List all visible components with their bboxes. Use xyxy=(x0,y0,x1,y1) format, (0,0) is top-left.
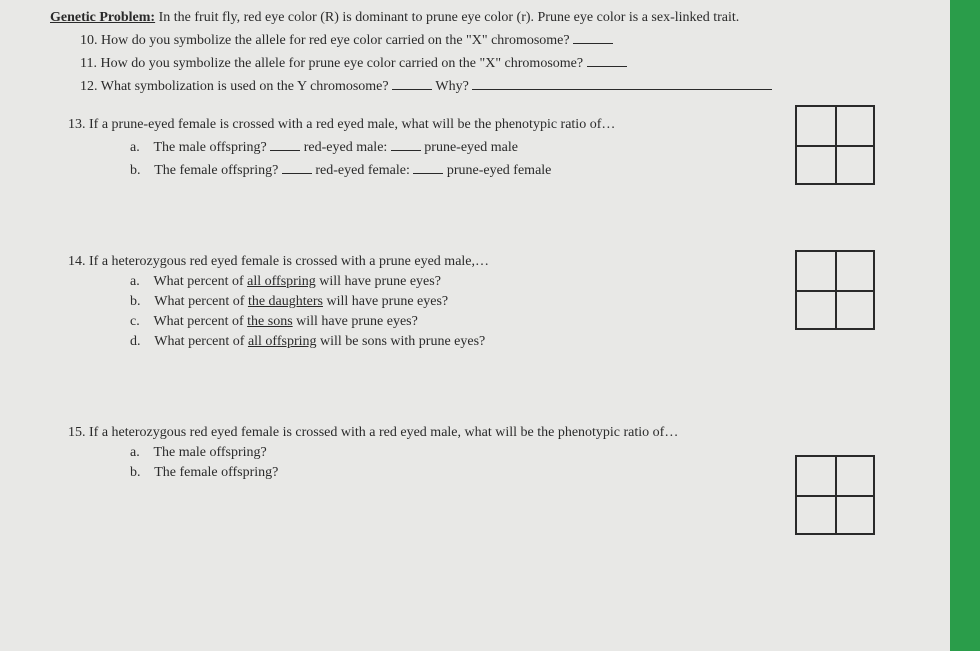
q13-b-label: The female offspring? xyxy=(154,163,278,178)
q14-c-post: will have prune eyes? xyxy=(293,314,418,329)
q15-b-text: The female offspring? xyxy=(154,465,278,480)
q10-blank xyxy=(573,30,613,44)
q13-a-letter: a. xyxy=(130,140,140,155)
q15-a-letter: a. xyxy=(130,445,140,460)
q14-d-letter: d. xyxy=(130,334,141,349)
q13-b: b. The female offspring? red-eyed female… xyxy=(130,160,910,179)
question-10: 10. How do you symbolize the allele for … xyxy=(80,30,910,49)
q13-b-blank2 xyxy=(413,160,443,174)
q14-b-post: will have prune eyes? xyxy=(323,294,448,309)
q13-a-label: The male offspring? xyxy=(153,140,266,155)
q14-num: 14. xyxy=(68,254,86,269)
q15-a: a. The male offspring? xyxy=(130,445,910,461)
q13-a-opt1: red-eyed male: xyxy=(304,140,388,155)
problem-header: Genetic Problem: In the fruit fly, red e… xyxy=(50,10,910,26)
q13-b-opt1: red-eyed female: xyxy=(315,163,409,178)
q14-text: If a heterozygous red eyed female is cro… xyxy=(89,254,489,269)
q12-blank-b xyxy=(472,76,772,90)
q15-b: b. The female offspring? xyxy=(130,465,910,481)
q14-c-underlined: the sons xyxy=(247,314,293,329)
q14-b-underlined: the daughters xyxy=(248,294,323,309)
q13-b-blank1 xyxy=(282,160,312,174)
q12-text-b: Why? xyxy=(435,79,468,94)
q14-line: 14. If a heterozygous red eyed female is… xyxy=(68,254,910,270)
q14-c: c. What percent of the sons will have pr… xyxy=(130,314,910,330)
q13-a-blank1 xyxy=(270,137,300,151)
q11-text: How do you symbolize the allele for prun… xyxy=(100,56,583,71)
q14-d-underlined: all offspring xyxy=(248,334,317,349)
q12-blank-a xyxy=(392,76,432,90)
q13-a-opt2: prune-eyed male xyxy=(424,140,518,155)
q15-num: 15. xyxy=(68,425,86,440)
q13-a-blank2 xyxy=(391,137,421,151)
q13-text: If a prune-eyed female is crossed with a… xyxy=(89,117,615,132)
q15-line: 15. If a heterozygous red eyed female is… xyxy=(68,425,910,441)
q13-b-opt2: prune-eyed female xyxy=(447,163,552,178)
q15-text: If a heterozygous red eyed female is cro… xyxy=(89,425,678,440)
q14-d-post: will be sons with prune eyes? xyxy=(317,334,486,349)
worksheet-page: Genetic Problem: In the fruit fly, red e… xyxy=(0,0,950,651)
folder-edge xyxy=(950,0,980,651)
q13-a: a. The male offspring? red-eyed male: pr… xyxy=(130,137,910,156)
question-12: 12. What symbolization is used on the Y … xyxy=(80,76,910,95)
q14-c-letter: c. xyxy=(130,314,140,329)
q14-b-pre: What percent of xyxy=(154,294,248,309)
q14-a-post: will have prune eyes? xyxy=(316,274,441,289)
q14-d-pre: What percent of xyxy=(154,334,248,349)
question-13: 13. If a prune-eyed female is crossed wi… xyxy=(50,117,910,179)
question-14: 14. If a heterozygous red eyed female is… xyxy=(50,254,910,350)
punnett-square-q13 xyxy=(795,105,875,185)
q14-b: b. What percent of the daughters will ha… xyxy=(130,294,910,310)
question-11: 11. How do you symbolize the allele for … xyxy=(80,53,910,72)
q12-num: 12. xyxy=(80,79,98,94)
header-text: In the fruit fly, red eye color (R) is d… xyxy=(159,10,740,25)
q10-text: How do you symbolize the allele for red … xyxy=(101,33,570,48)
q11-blank xyxy=(587,53,627,67)
q14-a-pre: What percent of xyxy=(153,274,247,289)
q13-num: 13. xyxy=(68,117,86,132)
q14-c-pre: What percent of xyxy=(153,314,247,329)
q14-d: d. What percent of all offspring will be… xyxy=(130,334,910,350)
q10-num: 10. xyxy=(80,33,98,48)
header-label: Genetic Problem: xyxy=(50,10,155,25)
q15-a-text: The male offspring? xyxy=(153,445,266,460)
q15-b-letter: b. xyxy=(130,465,141,480)
q13-line: 13. If a prune-eyed female is crossed wi… xyxy=(68,117,910,133)
punnett-square-q15 xyxy=(795,455,875,535)
q14-a: a. What percent of all offspring will ha… xyxy=(130,274,910,290)
q11-num: 11. xyxy=(80,56,97,71)
q14-a-underlined: all offspring xyxy=(247,274,316,289)
q14-b-letter: b. xyxy=(130,294,141,309)
q12-text-a: What symbolization is used on the Y chro… xyxy=(101,79,389,94)
punnett-square-q14 xyxy=(795,250,875,330)
q13-b-letter: b. xyxy=(130,163,141,178)
question-15: 15. If a heterozygous red eyed female is… xyxy=(50,425,910,481)
q14-a-letter: a. xyxy=(130,274,140,289)
